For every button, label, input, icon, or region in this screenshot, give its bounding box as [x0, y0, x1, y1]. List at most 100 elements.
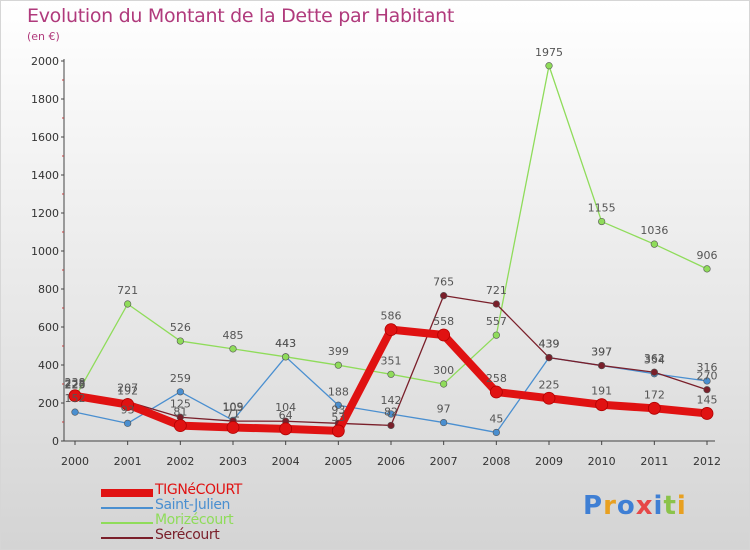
data-point: [334, 361, 342, 369]
y-tick-label: 400: [38, 359, 59, 372]
logo-letter: i: [653, 491, 664, 521]
data-label: 351: [381, 354, 402, 367]
data-label: 526: [170, 321, 191, 334]
data-point: [647, 401, 661, 415]
data-point: [703, 377, 711, 385]
x-tick-label: 2002: [166, 455, 194, 468]
y-tick-label: 2000: [31, 55, 59, 68]
data-label: 300: [433, 364, 454, 377]
data-label: 152: [65, 392, 86, 405]
data-label: 82: [384, 405, 398, 418]
data-point: [387, 421, 395, 430]
data-point: [545, 353, 553, 362]
logo-letter: t: [663, 491, 677, 521]
data-point: [229, 345, 237, 353]
logo-letter: P: [583, 491, 604, 521]
y-tick-label: 1200: [31, 207, 59, 220]
data-label: 188: [328, 385, 349, 398]
data-label: 223: [65, 379, 86, 392]
data-label: 145: [697, 393, 718, 406]
data-label: 45: [489, 412, 503, 425]
data-label: 104: [275, 401, 296, 414]
data-point: [650, 240, 658, 248]
data-label: 765: [433, 276, 454, 289]
data-label: 439: [539, 338, 560, 351]
data-point: [542, 391, 556, 405]
data-label: 228: [65, 378, 86, 391]
data-label: 397: [591, 346, 612, 359]
logo-letter: x: [635, 491, 654, 521]
data-label: 207: [117, 382, 138, 395]
data-point: [121, 398, 135, 411]
data-point: [387, 370, 395, 378]
legend-label: TIGNéCOURT: [155, 482, 242, 498]
data-label: 259: [170, 372, 191, 385]
x-tick-label: 2012: [693, 455, 721, 468]
logo-letter: i: [676, 491, 687, 521]
data-point: [334, 401, 342, 409]
proxiti-logo: Proxiti: [583, 491, 687, 521]
data-label: 557: [486, 315, 507, 328]
data-point: [703, 386, 711, 394]
data-point: [440, 292, 448, 300]
x-tick-label: 2004: [272, 455, 300, 468]
legend-swatch: [101, 537, 153, 539]
data-label: 362: [644, 352, 665, 365]
data-point: [650, 368, 658, 376]
x-tick-label: 2007: [430, 455, 458, 468]
data-label: 721: [486, 284, 507, 297]
data-label: 439: [539, 338, 560, 351]
y-tick-label: 200: [38, 397, 59, 410]
data-label: 172: [644, 388, 665, 401]
data-label: 71: [226, 408, 240, 421]
legend-swatch: [101, 507, 153, 509]
data-label: 93: [121, 403, 135, 416]
data-point: [71, 408, 79, 416]
data-point: [489, 385, 503, 399]
x-tick-label: 2011: [640, 455, 668, 468]
y-tick-label: 800: [38, 283, 59, 296]
legend-swatch: [101, 522, 153, 524]
chart-subtitle: (en €): [27, 30, 60, 43]
data-label: 109: [223, 400, 244, 413]
data-point: [492, 428, 500, 437]
data-label: 1036: [640, 224, 668, 237]
data-label: 142: [381, 394, 402, 407]
data-label: 270: [697, 370, 718, 383]
data-point: [282, 353, 290, 361]
data-label: 354: [644, 354, 665, 367]
data-label: 192: [117, 385, 138, 398]
data-point: [492, 300, 500, 308]
data-point: [68, 389, 82, 403]
logo-letter: r: [603, 491, 617, 521]
data-point: [331, 424, 345, 438]
data-label: 125: [170, 397, 191, 410]
data-label: 53: [331, 411, 345, 424]
data-label: 105: [223, 401, 244, 414]
data-point: [440, 380, 448, 388]
legend-label: Morizécourt: [155, 512, 234, 528]
data-point: [703, 265, 711, 273]
data-point: [700, 407, 714, 420]
data-point: [173, 419, 187, 433]
x-tick-label: 2000: [61, 455, 89, 468]
data-label: 238: [65, 376, 86, 389]
legend-swatch: [101, 489, 153, 497]
data-point: [176, 388, 184, 396]
data-point: [124, 419, 132, 427]
data-point: [226, 421, 240, 434]
data-label: 81: [173, 406, 187, 419]
x-tick-label: 2003: [219, 455, 247, 468]
data-point: [595, 398, 609, 412]
data-point: [545, 62, 553, 70]
data-label: 558: [433, 315, 454, 328]
data-label: 93: [331, 403, 345, 416]
data-point: [124, 300, 132, 308]
data-label: 443: [275, 337, 296, 350]
data-label: 1155: [588, 202, 616, 215]
y-tick-label: 0: [52, 435, 59, 448]
data-label: 191: [591, 385, 612, 398]
